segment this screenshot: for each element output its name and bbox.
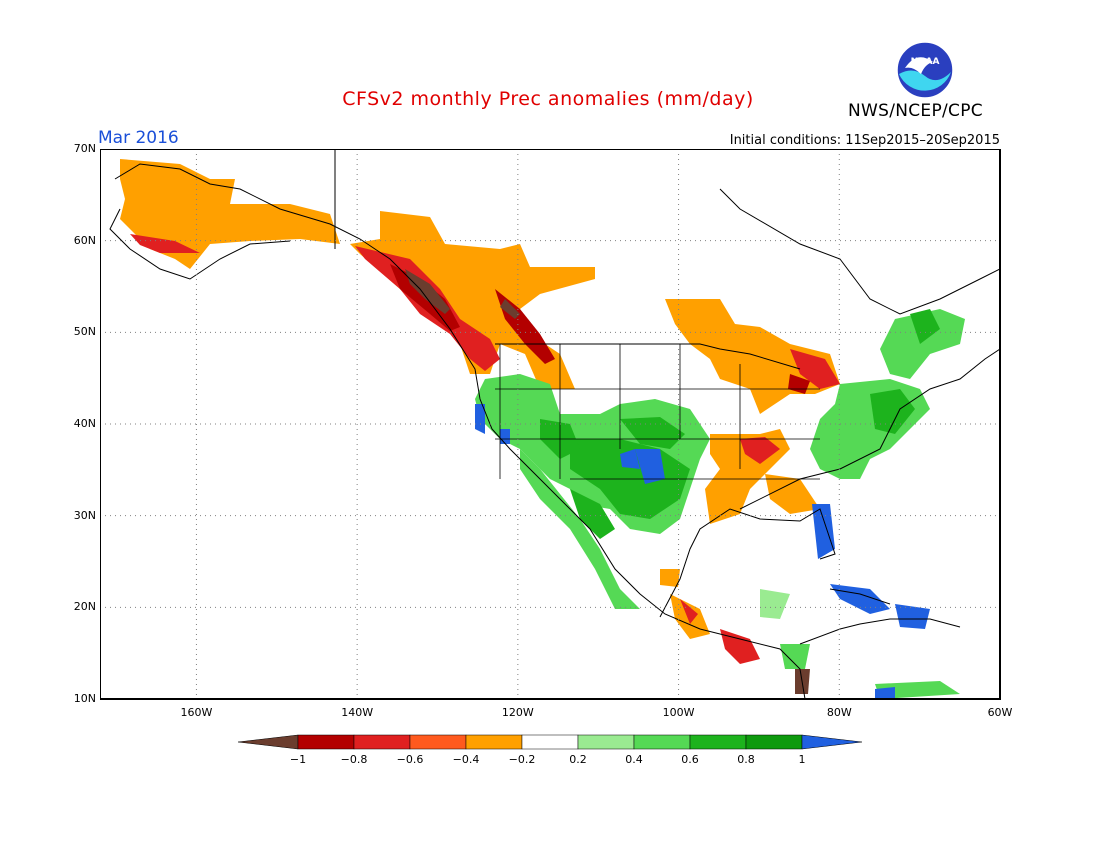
legend-swatch	[633, 734, 691, 750]
legend-swatch	[353, 734, 411, 750]
noaa-logo: NOAA	[896, 41, 954, 99]
forecast-month: Mar 2016	[98, 128, 179, 148]
legend-tick-label: 0.2	[569, 753, 587, 766]
precipitation-anomaly-map	[100, 149, 1001, 700]
legend-tick-label: −0.4	[453, 753, 480, 766]
map-title: CFSv2 monthly Prec anomalies (mm/day)	[342, 88, 754, 110]
legend-tick-label: −0.8	[341, 753, 368, 766]
legend-arrow-left	[238, 734, 299, 750]
latitude-label: 70N	[73, 142, 96, 155]
longitude-label: 140W	[341, 706, 374, 719]
wet-anomaly-west	[475, 374, 710, 609]
legend-tick-label: −1	[290, 753, 306, 766]
noaa-logo-text: NOAA	[911, 57, 940, 67]
state-borders	[495, 344, 820, 480]
longitude-label: 160W	[180, 706, 213, 719]
legend-tick-label: −0.2	[509, 753, 536, 766]
legend-swatch	[689, 734, 747, 750]
legend-tick-label: 0.4	[625, 753, 643, 766]
legend-swatch	[521, 734, 579, 750]
longitude-label: 60W	[987, 706, 1013, 719]
legend-tick-label: 1	[799, 753, 806, 766]
legend-swatch	[297, 734, 355, 750]
longitude-label: 80W	[826, 706, 852, 719]
dry-anomaly-alaska	[120, 159, 340, 269]
longitude-label: 100W	[662, 706, 695, 719]
latitude-label: 50N	[73, 325, 96, 339]
legend-tick-label: −0.6	[397, 753, 424, 766]
legend-tick-label: 0.6	[681, 753, 699, 766]
legend-swatch	[577, 734, 635, 750]
initial-conditions: Initial conditions: 11Sep2015–20Sep2015	[729, 133, 1000, 148]
color-scale-legend: −1 −0.8 −0.6 −0.4 −0.2 0.2 0.4 0.6 0.8 1	[238, 734, 862, 766]
latitude-label: 40N	[73, 417, 96, 430]
legend-swatch	[745, 734, 803, 750]
latitude-label: 20N	[73, 600, 96, 614]
legend-tick-label: 0.8	[737, 753, 755, 766]
wet-anomaly-east	[760, 309, 965, 699]
lat-lon-grid	[100, 149, 1000, 699]
legend-swatch	[409, 734, 467, 750]
dry-anomaly-mexico	[660, 569, 810, 694]
latitude-label: 60N	[73, 233, 96, 247]
latitude-label: 30N	[73, 508, 96, 522]
agency-label: NWS/NCEP/CPC	[848, 101, 983, 121]
latitude-label: 10N	[73, 692, 96, 705]
longitude-label: 120W	[501, 706, 534, 719]
dry-anomaly-southeast	[705, 429, 820, 524]
legend-arrow-right	[801, 734, 862, 750]
coastlines	[109, 149, 1000, 699]
legend-swatch	[465, 734, 523, 750]
